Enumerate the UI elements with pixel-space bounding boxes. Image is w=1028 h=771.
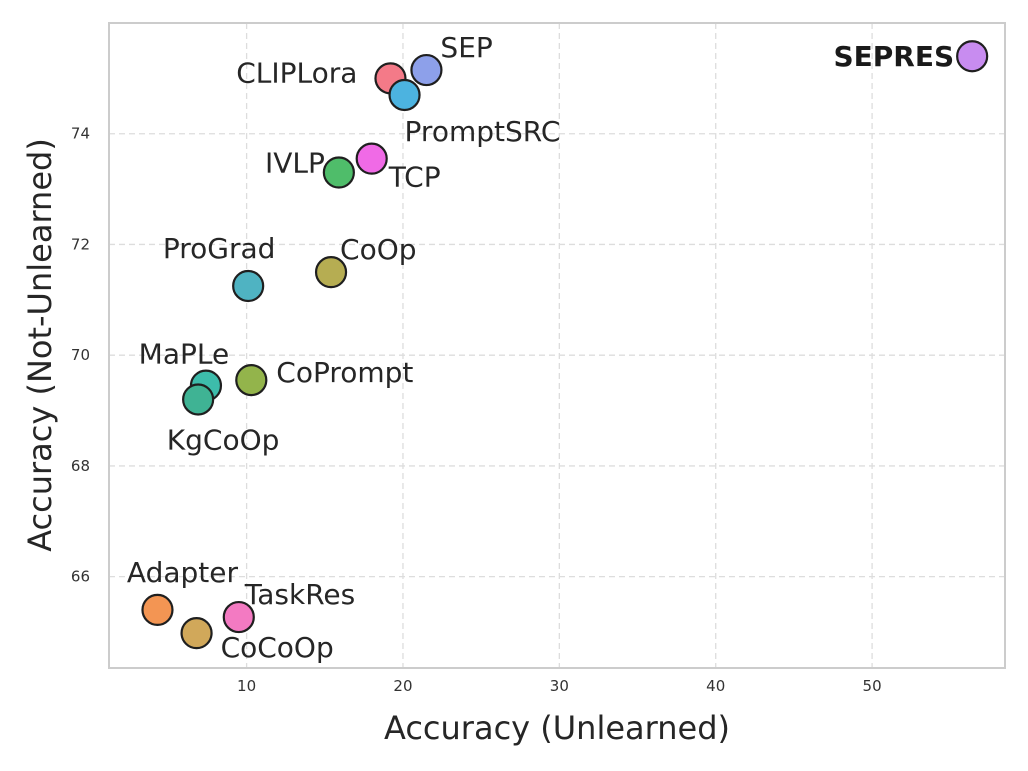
y-tick-label: 66 bbox=[71, 568, 90, 586]
y-axis-label: Accuracy (Not-Unlearned) bbox=[21, 138, 59, 552]
point-label: KgCoOp bbox=[167, 423, 280, 456]
x-axis-label: Accuracy (Unlearned) bbox=[384, 709, 730, 747]
point-label: CoCoOp bbox=[221, 631, 334, 664]
data-point bbox=[182, 383, 215, 416]
data-point bbox=[222, 600, 255, 634]
data-point bbox=[232, 269, 265, 303]
data-point bbox=[235, 364, 268, 397]
x-tick-label: 10 bbox=[237, 677, 256, 695]
y-tick-label: 72 bbox=[71, 235, 90, 253]
tick-labels: 10 20 30 40 50 66 68 70 72 74 bbox=[71, 125, 882, 695]
x-tick-label: 50 bbox=[863, 677, 882, 695]
data-point bbox=[410, 53, 443, 87]
point-label: ProGrad bbox=[163, 232, 276, 265]
data-point bbox=[314, 256, 348, 289]
point-label: SEP bbox=[440, 31, 492, 64]
point-label: TaskRes bbox=[244, 578, 355, 611]
point-labels: SEPRES SEP CLIPLora PromptSRC TCP IVLP CoOp Pro… bbox=[127, 31, 954, 664]
data-point bbox=[355, 142, 388, 175]
data-point bbox=[956, 40, 989, 73]
point-label: CLIPLora bbox=[236, 56, 357, 89]
data-point bbox=[180, 617, 213, 650]
point-label: MaPLe bbox=[139, 338, 230, 371]
point-label: CoOp bbox=[340, 233, 417, 266]
plot-frame bbox=[108, 22, 1006, 669]
x-tick-label: 40 bbox=[706, 677, 725, 695]
data-point bbox=[388, 78, 421, 112]
x-tick-label: 20 bbox=[393, 677, 412, 695]
x-tick-label: 30 bbox=[550, 677, 569, 695]
y-tick-label: 68 bbox=[71, 457, 90, 475]
data-point bbox=[322, 156, 355, 189]
grid-lines bbox=[109, 23, 1005, 668]
point-label: CoPrompt bbox=[276, 356, 413, 389]
data-point bbox=[141, 593, 174, 626]
y-tick-label: 74 bbox=[71, 125, 90, 143]
point-label: IVLP bbox=[265, 146, 325, 179]
point-label: SEPRES bbox=[833, 40, 954, 73]
point-label: PromptSRC bbox=[405, 115, 561, 148]
y-tick-label: 70 bbox=[71, 346, 90, 364]
point-label: TCP bbox=[388, 161, 441, 194]
data-points bbox=[141, 40, 989, 650]
point-label: Adapter bbox=[127, 556, 239, 589]
